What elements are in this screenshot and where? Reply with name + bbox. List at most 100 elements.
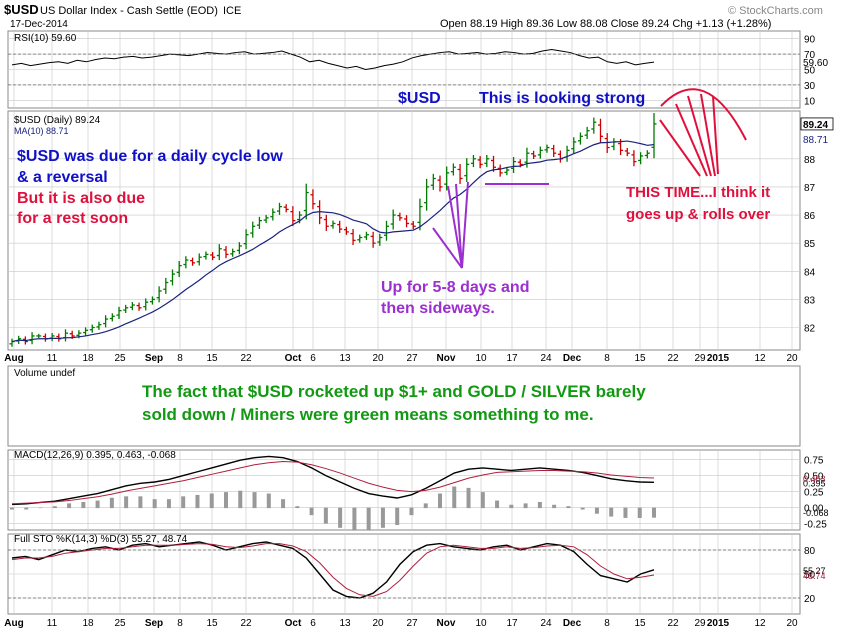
chart-exchange: ICE: [223, 5, 241, 17]
macd-histogram-bar: [238, 490, 243, 509]
x-tick-label: 12: [754, 618, 766, 629]
x-tick-label: 8: [177, 353, 183, 364]
annotation-this-time-line1: THIS TIME...I think it: [626, 184, 770, 201]
x-tick-label: 17: [506, 353, 518, 364]
macd-histogram-bar: [209, 493, 214, 509]
chart-symbol: $USD: [4, 2, 39, 17]
price-last-box: [800, 117, 834, 131]
annotation-fact-line2: sold down / Miners were green means some…: [142, 405, 594, 424]
sto-panel: Full STO %K(14,3) %D(3) 55.27, 48.74 55.…: [8, 534, 826, 599]
macd-histogram-bar: [609, 507, 614, 517]
x-tick-label: 22: [240, 353, 252, 364]
x-tick-label: 20: [372, 353, 384, 364]
macd-histogram-bar: [24, 507, 29, 510]
macd-histogram-bar: [309, 507, 314, 516]
x-tick-label: Sep: [145, 618, 163, 629]
rsi-panel: RSI(10) 59.60 59.60: [8, 33, 828, 86]
price-bars: 89.24 88.71: [9, 113, 834, 347]
macd-histogram-bar: [252, 492, 257, 509]
x-tick-label: 25: [114, 353, 126, 364]
x-tick-label: 8: [177, 618, 183, 629]
macd-histogram-bar: [652, 507, 656, 518]
y-tick-label: 88: [804, 155, 816, 166]
annotation-rest-line1: But it is also due: [17, 190, 145, 207]
x-tick-label: 10: [475, 353, 487, 364]
annotation-cycle-line1: $USD was due for a daily cycle low: [17, 148, 283, 165]
y-tick-label: 0.25: [804, 488, 824, 499]
macd-histogram-bar: [523, 503, 528, 509]
macd-histogram-bar: [166, 499, 171, 509]
macd-histogram-bar: [495, 500, 500, 509]
macd-last-value: 0.395: [803, 478, 826, 488]
macd-histogram-bar: [423, 503, 428, 509]
macd-histogram-bar: [352, 507, 357, 531]
y-tick-label: 87: [804, 183, 816, 194]
x-tick-label: 18: [82, 353, 94, 364]
annotation-cycle-line2: & a reversal: [17, 169, 108, 186]
y-tick-label: 83: [804, 295, 816, 306]
macd-title: MACD(12,26,9) 0.395, 0.463, -0.068: [14, 450, 176, 461]
ma-last-value: 88.71: [803, 135, 828, 146]
macd-histogram-bar: [52, 506, 57, 509]
macd-histogram-bar: [10, 507, 14, 510]
x-tick-label: 27: [406, 353, 418, 364]
x-tick-label: Sep: [145, 353, 163, 364]
volume-panel: Volume undef: [14, 368, 75, 379]
x-tick-label: 11: [47, 353, 58, 364]
chart-ohlc: Open 88.19 High 89.36 Low 88.08 Close 89…: [440, 18, 771, 30]
annotation-fact-line1: The fact that $USD rocketed up $1+ and G…: [142, 382, 646, 401]
y-tick-label: 0.00: [804, 504, 824, 515]
x-tick-label: 22: [667, 618, 679, 629]
axis-labels: AugAug111118182525SepSep8815152222OctOct…: [4, 35, 827, 629]
x-tick-label: 24: [540, 353, 552, 364]
y-tick-label: 0.75: [804, 456, 824, 467]
y-tick-label: -0.25: [804, 520, 827, 531]
x-tick-label: 27: [406, 618, 418, 629]
x-tick-label: Oct: [285, 353, 302, 364]
panel-frame-vol: [7, 365, 801, 447]
chart-date: 17-Dec-2014: [10, 19, 68, 30]
y-tick-label: 90: [804, 35, 816, 46]
macd-histogram-bar: [138, 496, 143, 509]
macd-histogram-bar: [438, 493, 442, 509]
x-tick-label: 2015: [707, 618, 730, 629]
macd-histogram-bar: [480, 492, 485, 509]
y-tick-label: 82: [804, 324, 816, 335]
x-tick-label: 29: [694, 353, 706, 364]
macd-histogram-bar: [509, 504, 514, 509]
purple-arrows: [432, 181, 469, 269]
macd-line: [11, 455, 655, 506]
macd-histogram-bar: [38, 507, 43, 509]
macd-histogram-bar: [537, 501, 542, 509]
macd-histogram-bar: [295, 506, 300, 509]
y-tick-label: 85: [804, 239, 816, 250]
annotation-usd: $USD: [398, 90, 441, 107]
x-tick-label: Nov: [437, 618, 456, 629]
macd-histogram-bar: [594, 507, 599, 514]
x-tick-label: 15: [206, 353, 218, 364]
macd-histogram-bar: [366, 507, 371, 531]
watermark: © StockCharts.com: [728, 5, 823, 17]
x-tick-label: 6: [310, 353, 316, 364]
macd-histogram-bar: [95, 500, 100, 509]
macd-histogram-bar: [466, 487, 471, 509]
y-tick-label: 80: [804, 546, 816, 557]
macd-histogram-bar: [623, 507, 628, 518]
price-title: $USD (Daily) 89.24: [14, 115, 101, 126]
x-tick-label: 22: [667, 353, 679, 364]
x-tick-label: 17: [506, 618, 518, 629]
price-last-value: 89.24: [803, 120, 828, 131]
y-tick-label: 0.50: [804, 472, 824, 483]
y-tick-label: 10: [804, 96, 816, 107]
x-tick-label: 15: [634, 618, 646, 629]
ma-legend: MA(10) 88.71: [14, 126, 69, 136]
macd-histogram-bar: [637, 507, 642, 518]
macd-histogram-bar: [566, 506, 571, 509]
red-projection-strokes: [659, 93, 719, 177]
x-tick-label: 29: [694, 618, 706, 629]
x-tick-label: 12: [754, 353, 766, 364]
macd-histogram-bar: [181, 496, 186, 509]
macd-signal-value: 0.463: [803, 474, 826, 484]
panel-frame-macd: [7, 449, 801, 531]
